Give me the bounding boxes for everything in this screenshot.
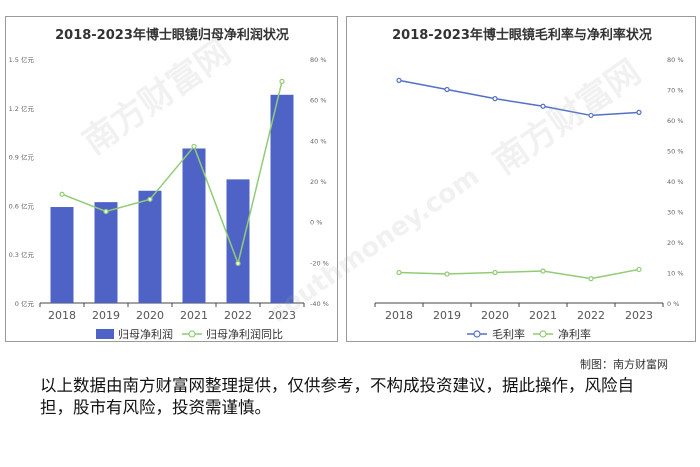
- net-margin-point: [444, 271, 450, 277]
- gross-margin-point: [540, 103, 546, 109]
- bar: [182, 148, 206, 303]
- x-tick-label: 2023: [625, 309, 653, 322]
- y-right-tick-label: 50 %: [667, 148, 684, 156]
- net-margin-point: [636, 266, 642, 273]
- bar: [138, 190, 162, 303]
- bar: [226, 179, 250, 303]
- yoy-line: [61, 81, 283, 266]
- right-chart: 2018-2023年博士眼镜毛利率与净利率状况 0 % 10 % 20 % 30 % 40…: [374, 27, 684, 341]
- bar: [50, 207, 74, 303]
- y-right-tick-label: -40 %: [310, 300, 329, 308]
- chart-credit: 制图：南方财富网: [580, 358, 668, 371]
- y-right-tick-label: 20 %: [667, 239, 684, 247]
- left-chart: 2018-2023年博士眼镜归母净利润状况 0 亿元 0.3 亿元 0.6 亿元 0.9…: [9, 27, 329, 341]
- yoy-point: [103, 208, 109, 215]
- legend-swatch-bar: [96, 329, 114, 339]
- y-right-tick-label: 40 %: [310, 137, 327, 145]
- y-right-tick-label: 0 %: [667, 300, 679, 308]
- legend-label: 归母净利润同比: [206, 327, 283, 341]
- legend-swatch-marker: [188, 330, 196, 338]
- x-tick-label: 2018: [48, 309, 76, 322]
- bar: [270, 94, 294, 303]
- x-tick-label: 2019: [433, 309, 461, 322]
- yoy-point: [59, 191, 65, 197]
- y-right-tick-label: 20 %: [310, 178, 327, 186]
- left-chart-panel: 2018-2023年博士眼镜归母净利润状况 0 亿元 0.3 亿元 0.6 亿元 0.9…: [5, 16, 338, 342]
- x-tick-label: 2023: [268, 309, 296, 322]
- disclaimer-text: 以上数据由南方财富网整理提供，仅供参考，不构成投资建议，据此操作，风险自担，股市…: [40, 376, 634, 417]
- y-right-tick-label: 10 %: [667, 270, 684, 278]
- legend-swatch-marker: [473, 330, 481, 338]
- gross-margin-point: [636, 109, 642, 115]
- yoy-point: [279, 78, 285, 84]
- gross-margin-point: [396, 77, 402, 83]
- gross-margin-point: [492, 96, 498, 102]
- x-tick-label: 2019: [92, 309, 120, 322]
- net-margin-point: [396, 269, 402, 276]
- y-right-tick-label: 60 %: [667, 117, 684, 125]
- gross-margin-point: [444, 86, 450, 93]
- x-tick-label: 2022: [577, 309, 605, 322]
- net-margin-line: [398, 268, 640, 280]
- y-left-tick-label: 1.5 亿元: [9, 55, 35, 64]
- chart-title: 2018-2023年博士眼镜归母净利润状况: [55, 27, 289, 43]
- gross-margin-line: [398, 79, 640, 117]
- x-tick-label: 2020: [136, 309, 164, 322]
- x-tick-label: 2021: [180, 309, 208, 322]
- legend-swatch-marker: [539, 330, 547, 338]
- yoy-point: [235, 260, 241, 266]
- net-margin-point: [588, 276, 594, 282]
- x-tick-label: 2022: [224, 309, 252, 322]
- y-right-tick-label: 60 %: [310, 97, 327, 105]
- y-left-tick-label: 1.2 亿元: [9, 104, 35, 113]
- bar: [94, 202, 118, 303]
- y-right-tick-label: 80 %: [667, 56, 684, 64]
- y-right-tick-label: 80 %: [310, 56, 327, 64]
- y-left-tick-label: 0.9 亿元: [9, 153, 35, 162]
- y-left-tick-label: 0.3 亿元: [9, 250, 35, 259]
- legend-label: 归母净利润: [118, 327, 173, 341]
- right-chart-panel: 2018-2023年博士眼镜毛利率与净利率状况 0 % 10 % 20 % 30 % 40…: [346, 16, 696, 342]
- net-margin-point: [540, 268, 546, 274]
- y-right-tick-label: 40 %: [667, 178, 684, 186]
- yoy-point: [191, 143, 197, 150]
- x-tick-label: 2020: [481, 309, 509, 322]
- y-left-tick-label: 0 亿元: [15, 299, 35, 308]
- net-margin-point: [492, 269, 498, 276]
- yoy-point: [147, 196, 153, 202]
- x-tick-label: 2021: [529, 309, 557, 322]
- y-right-tick-label: 70 %: [667, 87, 684, 95]
- chart-title: 2018-2023年博士眼镜毛利率与净利率状况: [392, 27, 652, 43]
- legend-label: 净利率: [558, 327, 591, 341]
- x-tick-label: 2018: [385, 309, 413, 322]
- legend-label: 毛利率: [492, 327, 525, 341]
- y-right-tick-label: 30 %: [667, 209, 684, 217]
- gross-margin-point: [588, 112, 594, 119]
- y-left-tick-label: 0.6 亿元: [9, 201, 35, 210]
- y-right-tick-label: 0 %: [310, 219, 322, 227]
- y-right-tick-label: -20 %: [310, 259, 329, 267]
